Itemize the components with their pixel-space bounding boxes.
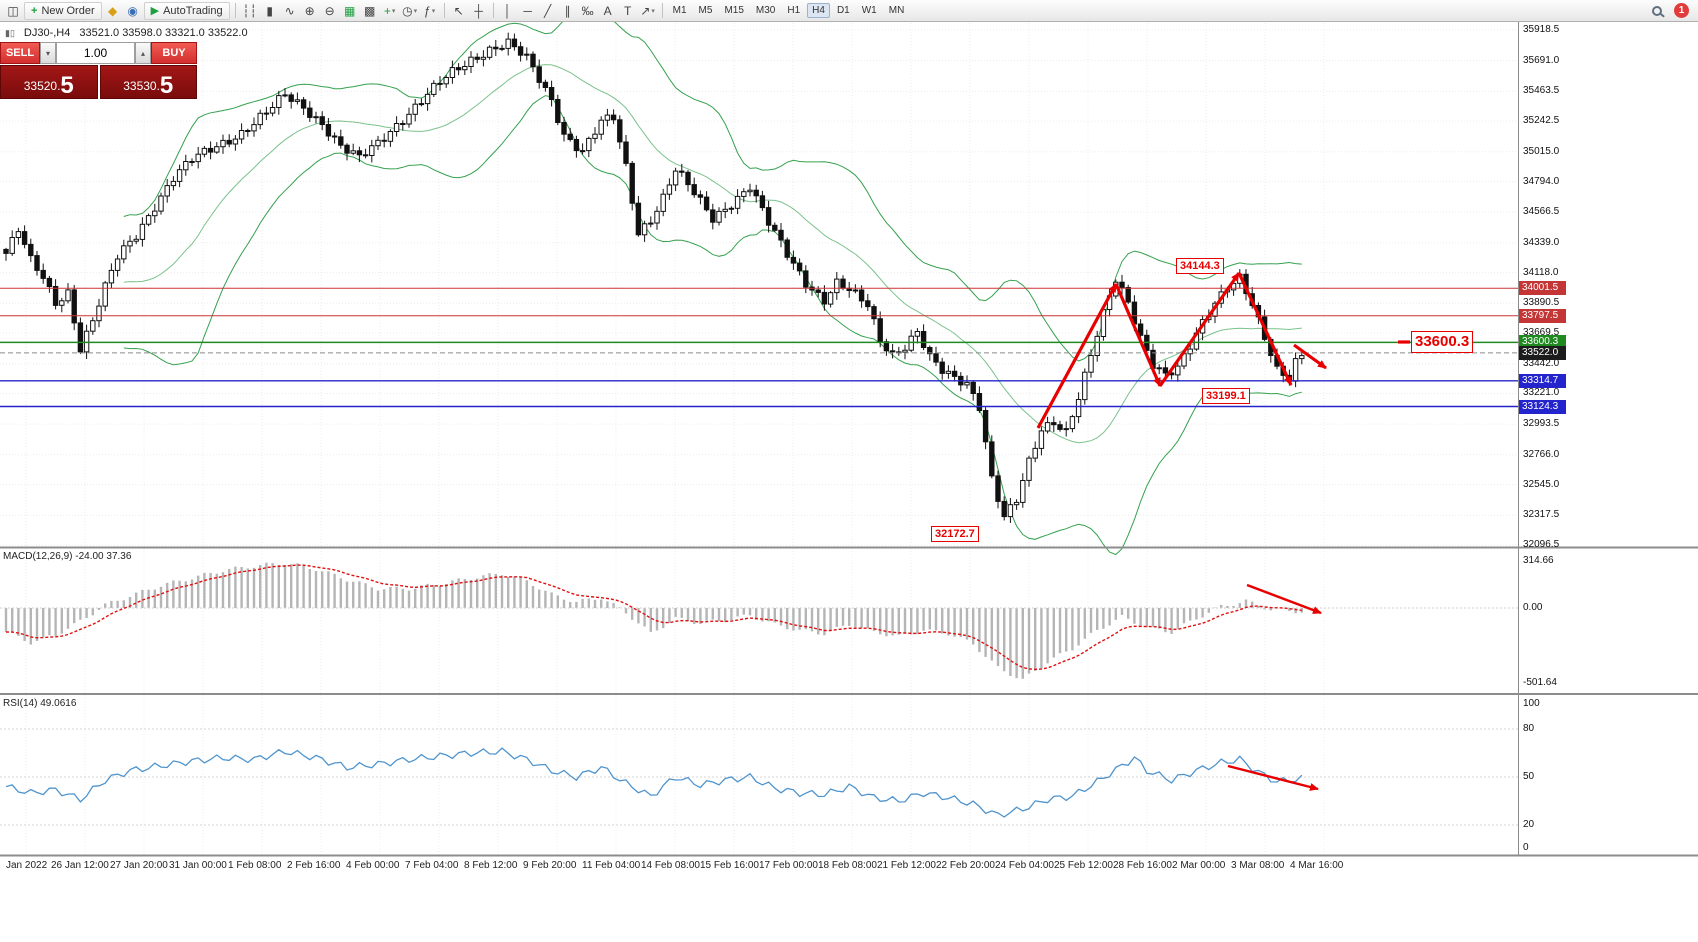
timeframe-w1[interactable]: W1 (861, 5, 877, 16)
time-axis-label: 3 Mar 08:00 (1231, 860, 1285, 871)
toolbar-separator (492, 3, 494, 18)
time-axis-label: 21 Feb 12:00 (877, 860, 936, 871)
time-axis-label: 2 Feb 16:00 (287, 860, 341, 871)
volume-up-button[interactable]: ▴ (135, 42, 151, 64)
arrows-tool-icon[interactable]: ↗ ▾ (640, 3, 655, 18)
label-icon[interactable]: T (623, 3, 632, 18)
autotrading-icon: ▶ (150, 5, 160, 17)
chart-ohlc-info: ▮▯ DJ30-,H4 33521.0 33598.0 33321.0 3352… (5, 27, 248, 39)
text-icon[interactable]: A (603, 3, 612, 18)
trendline-icon[interactable]: ╱ (544, 3, 552, 18)
crosshair-icon[interactable]: ┼ (474, 3, 483, 18)
market-icon[interactable]: ◉ (127, 3, 138, 18)
cursor-icon[interactable]: ↖ (453, 3, 464, 18)
sell-price-big-digit: 5 (60, 71, 74, 99)
chevron-down-icon: ▾ (651, 7, 655, 15)
macd-indicator-label: MACD(12,26,9) -24.00 37.36 (3, 551, 132, 562)
time-axis-label: 28 Feb 16:00 (1113, 860, 1172, 871)
new-order-icon: + (31, 4, 38, 17)
timeframe-m5[interactable]: M5 (698, 5, 713, 16)
toolbar-separator (234, 3, 236, 18)
volume-input[interactable] (56, 42, 135, 64)
sell-price-button[interactable]: 33520. 5 (0, 65, 98, 99)
timeframes-toolbar: M1 M5 M15 M30 H1 H4 D1 W1 MN (667, 3, 911, 18)
autotrading-button[interactable]: ▶ AutoTrading (143, 1, 230, 20)
channel-icon[interactable]: ∥ (564, 3, 571, 18)
time-axis-label: 25 Feb 12:00 (1054, 860, 1113, 871)
toolbar-separator (661, 3, 663, 18)
time-axis-label: Jan 2022 (6, 860, 48, 871)
symbol-period: DJ30-,H4 (23, 27, 71, 39)
candlestick-chart-icon[interactable]: ▮ (266, 3, 273, 18)
chevron-down-icon: ▾ (391, 7, 396, 15)
time-axis-label: 22 Feb 20:00 (936, 860, 995, 871)
search-icon[interactable] (1652, 5, 1662, 16)
period-clock-icon[interactable]: ◷ ▾ (402, 3, 418, 18)
main-toolbar: ◫ + New Order ◆ ◉ ▶ AutoTrading ┆┆ ▮ ∿ ⊕… (0, 0, 1698, 22)
time-axis[interactable]: Jan 2022 26 Jan 12:00 27 Jan 20:00 31 Jan 0… (0, 859, 1518, 875)
new-order-label: New Order (41, 4, 95, 17)
time-axis-label: 11 Feb 04:00 (582, 860, 641, 871)
time-axis-label: 27 Jan 20:00 (110, 860, 168, 871)
chart-icon: ▮▯ (5, 27, 15, 38)
time-axis-label: 4 Mar 16:00 (1290, 860, 1344, 871)
sell-button[interactable]: SELL (0, 42, 40, 64)
new-chart-icon[interactable]: + ▾ (383, 3, 396, 18)
volume-down-button[interactable]: ▾ (40, 42, 56, 64)
buy-price-button[interactable]: 33530. 5 (99, 65, 197, 99)
toolbar-separator (443, 3, 445, 18)
timeframe-mn[interactable]: MN (888, 5, 905, 16)
time-axis-label: 31 Jan 00:00 (169, 860, 227, 871)
time-axis-label: 1 Feb 08:00 (228, 860, 282, 871)
horizontal-line-icon[interactable]: ─ (523, 3, 532, 18)
chevron-down-icon: ▾ (413, 7, 418, 15)
buy-price-big-digit: 5 (159, 71, 174, 99)
time-axis-label: 2 Mar 00:00 (1172, 860, 1226, 871)
indicators-icon[interactable]: ƒ ▾ (424, 3, 436, 18)
time-axis-label: 8 Feb 12:00 (464, 860, 518, 871)
notification-badge[interactable]: 1 (1674, 3, 1689, 18)
time-axis-label: 18 Feb 08:00 (818, 860, 877, 871)
time-axis-label: 15 Feb 16:00 (700, 860, 759, 871)
sell-price: 33520. (23, 79, 61, 93)
timeframe-m30[interactable]: M30 (755, 5, 776, 16)
timeframe-m1[interactable]: M1 (672, 5, 687, 16)
time-axis-label: 7 Feb 04:00 (405, 860, 459, 871)
buy-button[interactable]: BUY (151, 42, 197, 64)
timeframe-m15[interactable]: M15 (724, 5, 744, 16)
bar-chart-icon[interactable]: ┆┆ (242, 3, 257, 18)
timeframe-h4[interactable]: H4 (807, 3, 830, 18)
vertical-line-icon[interactable]: │ (503, 3, 512, 18)
cascade-windows-icon[interactable]: ▩ (363, 3, 376, 18)
timeframe-h1[interactable]: H1 (787, 5, 801, 16)
time-axis-label: 17 Feb 00:00 (759, 860, 818, 871)
chart-window-icon[interactable]: ◫ (7, 3, 19, 18)
autotrading-label: AutoTrading (163, 4, 223, 17)
time-axis-label: 4 Feb 00:00 (346, 860, 400, 871)
metaeditor-icon[interactable]: ◆ (108, 3, 118, 18)
new-order-button[interactable]: + New Order (24, 1, 102, 20)
zoom-in-icon[interactable]: ⊕ (304, 3, 315, 18)
time-axis-label: 24 Feb 04:00 (995, 860, 1054, 871)
tile-windows-icon[interactable]: ▦ (343, 3, 356, 18)
fibonacci-icon[interactable]: ‰ (581, 3, 594, 18)
zoom-out-icon[interactable]: ⊖ (324, 3, 335, 18)
time-axis-label: 14 Feb 08:00 (641, 860, 700, 871)
ohlc-values: 33521.0 33598.0 33321.0 33522.0 (79, 27, 248, 39)
timeframe-d1[interactable]: D1 (836, 5, 850, 16)
one-click-trading-panel: SELL ▾ ▴ BUY 33520.5 33530.5 (0, 42, 197, 99)
buy-price: 33530. (123, 79, 160, 93)
time-axis-label: 9 Feb 20:00 (523, 860, 577, 871)
chevron-down-icon: ▾ (431, 7, 436, 15)
line-chart-icon[interactable]: ∿ (284, 3, 295, 18)
time-axis-label: 26 Jan 12:00 (51, 860, 109, 871)
rsi-indicator-label: RSI(14) 49.0616 (3, 698, 77, 709)
